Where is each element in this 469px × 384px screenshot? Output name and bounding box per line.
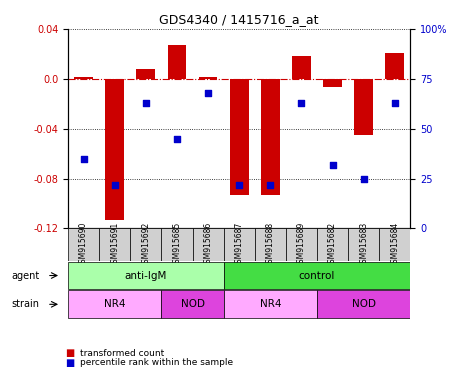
Text: GSM915692: GSM915692 [141,222,151,268]
Text: NR4: NR4 [104,299,125,310]
Bar [230,79,249,195]
Title: GDS4340 / 1415716_a_at: GDS4340 / 1415716_a_at [159,13,319,26]
Bar [286,228,317,261]
Text: GSM915683: GSM915683 [359,222,368,268]
Point [298,99,305,106]
Text: strain: strain [12,299,40,310]
Point [173,136,181,142]
Bar [106,79,124,220]
Bar [161,228,192,261]
Text: GSM915691: GSM915691 [110,222,119,268]
Text: GSM915685: GSM915685 [173,222,182,268]
Bar [68,291,161,318]
Bar [192,228,224,261]
Text: NR4: NR4 [259,299,281,310]
Point [111,182,119,188]
Bar [99,228,130,261]
Text: GSM915687: GSM915687 [234,222,244,268]
Bar [323,79,342,88]
Text: transformed count: transformed count [80,349,164,358]
Bar [224,291,317,318]
Bar [136,69,155,79]
Text: GSM915684: GSM915684 [390,222,399,268]
Text: percentile rank within the sample: percentile rank within the sample [80,358,233,367]
Text: GSM915686: GSM915686 [204,222,212,268]
Text: anti-IgM: anti-IgM [125,270,167,281]
Text: GSM915688: GSM915688 [266,222,275,268]
Bar [317,228,348,261]
Text: ■: ■ [66,348,78,358]
Point [204,89,212,96]
Point [391,99,399,106]
Point [329,162,336,168]
Bar [224,262,410,290]
Bar [130,228,161,261]
Text: control: control [299,270,335,281]
Bar [379,228,410,261]
Bar [255,228,286,261]
Text: agent: agent [12,270,40,281]
Bar [317,291,410,318]
Point [80,156,87,162]
Bar [292,56,311,79]
Text: GSM915682: GSM915682 [328,222,337,268]
Text: NOD: NOD [181,299,204,310]
Point [360,175,367,182]
Bar [348,228,379,261]
Text: GSM915690: GSM915690 [79,222,88,268]
Bar [161,291,224,318]
Bar [74,78,93,79]
Bar [224,228,255,261]
Bar [355,79,373,135]
Text: NOD: NOD [352,299,376,310]
Point [266,182,274,188]
Point [235,182,243,188]
Bar [68,228,99,261]
Bar [167,45,186,79]
Bar [199,78,218,79]
Point [142,99,150,106]
Bar [68,262,224,290]
Text: ■: ■ [66,358,78,368]
Bar [386,53,404,79]
Text: GSM915689: GSM915689 [297,222,306,268]
Bar [261,79,280,195]
